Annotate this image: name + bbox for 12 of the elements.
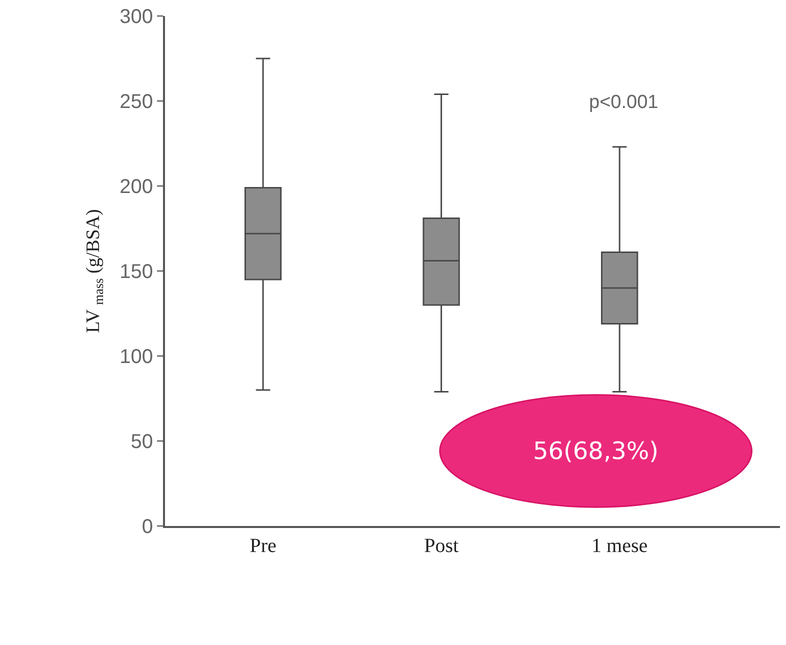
y-tick-label: 150 xyxy=(120,261,153,283)
y-tick-label: 300 xyxy=(120,6,153,28)
x-tick-label: Post xyxy=(424,535,459,557)
y-tick-label: 50 xyxy=(130,431,153,453)
y-tick-label: 0 xyxy=(142,516,153,538)
y-tick-label: 200 xyxy=(120,176,153,198)
y-tick-label: 250 xyxy=(120,91,153,113)
annotation: 56(68,3%) xyxy=(533,437,659,465)
annotation: p<0.001 xyxy=(589,92,658,113)
y-tick-label: 100 xyxy=(120,346,153,368)
x-tick-label: 1 mese xyxy=(592,535,648,557)
x-tick-label: Pre xyxy=(250,535,276,557)
